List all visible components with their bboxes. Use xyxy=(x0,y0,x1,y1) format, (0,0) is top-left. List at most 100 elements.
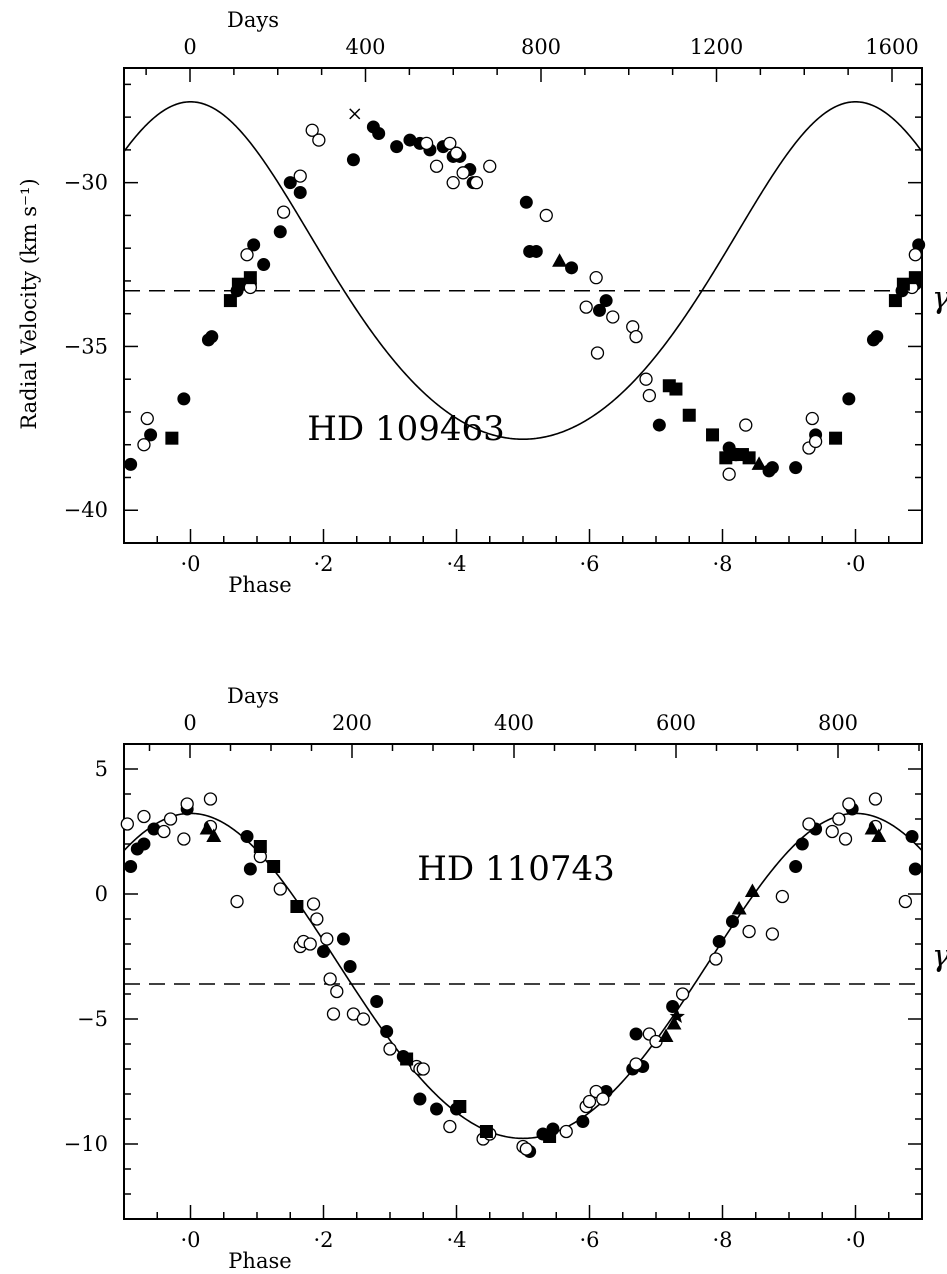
data-point-filled-circle xyxy=(317,945,330,958)
data-point-star xyxy=(669,1008,685,1023)
data-point-open-circle xyxy=(446,176,460,190)
data-point-filled-circle xyxy=(380,1025,394,1038)
data-point-filled-triangle xyxy=(871,828,887,842)
data-point-open-circle xyxy=(306,897,321,911)
data-point-open-circle xyxy=(449,146,464,160)
data-point-filled-circle xyxy=(519,195,533,209)
days-axis-title: Days xyxy=(227,8,279,32)
data-point-filled-square xyxy=(896,277,910,291)
data-point-open-circle xyxy=(802,817,816,831)
data-point-filled-circle xyxy=(725,915,739,928)
data-point-cross xyxy=(349,108,361,120)
data-point-filled-square xyxy=(908,271,922,285)
data-point-filled-circle xyxy=(247,238,261,252)
rv-plot-hd110743: Days Phase HD 110743 γ ·0 ·2 ·4 ·6 ·8 ·0 0 200 4… xyxy=(64,684,947,1273)
phase-tick-label: ·6 xyxy=(579,552,599,576)
star-name-label: HD 109463 xyxy=(307,409,505,449)
series-filled-triangle xyxy=(199,821,887,1042)
data-point-filled-square xyxy=(165,431,179,445)
data-point-open-circle xyxy=(832,812,846,826)
data-point-open-circle xyxy=(606,310,620,324)
data-point-filled-circle xyxy=(346,153,360,167)
data-point-open-circle xyxy=(589,271,603,285)
phase-tick-label: ·8 xyxy=(712,1228,732,1252)
data-point-open-circle xyxy=(805,411,819,426)
data-point-open-circle xyxy=(419,136,434,150)
data-point-filled-circle xyxy=(343,960,357,973)
data-point-filled-square xyxy=(267,860,281,873)
data-point-open-circle xyxy=(163,812,178,826)
orbit-fit-curve xyxy=(123,101,923,441)
data-point-open-circle xyxy=(639,372,653,386)
data-point-open-circle xyxy=(642,388,656,403)
data-point-open-circle xyxy=(326,1007,341,1021)
data-point-open-circle xyxy=(709,952,723,966)
data-point-filled-triangle xyxy=(731,901,747,915)
series-cross xyxy=(349,108,361,120)
data-point-filled-square xyxy=(453,1100,467,1113)
data-point-filled-circle xyxy=(529,244,543,258)
data-point-filled-circle xyxy=(240,830,254,843)
data-point-open-circle xyxy=(483,159,497,173)
phase-tick-label: ·2 xyxy=(313,1228,333,1252)
series-filled-circle xyxy=(124,120,926,478)
data-point-open-circle xyxy=(240,248,254,262)
data-point-filled-square xyxy=(223,294,237,308)
data-point-filled-triangle xyxy=(666,1016,682,1030)
phase-tick-label: ·2 xyxy=(313,552,333,576)
data-point-filled-square xyxy=(669,382,683,396)
day-tick-label: 200 xyxy=(332,711,372,735)
data-point-filled-circle xyxy=(124,457,138,471)
phase-axis-title: Phase xyxy=(228,1249,291,1273)
data-point-filled-circle xyxy=(652,418,666,432)
data-point-open-circle xyxy=(775,889,789,904)
data-point-filled-circle xyxy=(293,185,307,199)
phase-tick-label: ·6 xyxy=(579,1228,599,1252)
data-point-open-circle xyxy=(137,809,151,824)
y-tick-label: −30 xyxy=(64,171,108,195)
gamma-label: γ xyxy=(932,281,947,316)
data-point-filled-triangle xyxy=(751,456,767,470)
day-tick-label: 600 xyxy=(656,711,696,735)
data-point-filled-circle xyxy=(430,1102,444,1116)
data-point-open-circle xyxy=(383,1042,397,1056)
gamma-label: γ xyxy=(932,939,947,974)
data-point-filled-square xyxy=(706,428,720,442)
series-star xyxy=(669,1008,685,1023)
data-point-open-circle xyxy=(559,1124,573,1139)
data-point-open-circle xyxy=(429,159,444,173)
phase-axis-title: Phase xyxy=(228,573,291,597)
data-point-filled-triangle xyxy=(864,821,880,835)
data-point-filled-circle xyxy=(413,1092,427,1106)
phase-tick-label: ·0 xyxy=(180,552,200,576)
data-point-open-circle xyxy=(180,797,194,811)
data-point-open-circle xyxy=(838,832,853,846)
data-point-open-circle xyxy=(629,329,643,344)
data-point-open-circle xyxy=(898,894,913,909)
series-open-circle xyxy=(137,123,922,481)
data-point-open-circle xyxy=(722,467,736,481)
data-point-filled-circle xyxy=(905,830,919,843)
data-point-open-circle xyxy=(469,176,484,190)
data-point-filled-circle xyxy=(205,330,219,344)
phase-tick-label: ·0 xyxy=(845,552,865,576)
series-filled-square xyxy=(165,271,922,465)
data-point-filled-circle xyxy=(177,392,191,406)
data-point-open-circle xyxy=(137,438,151,452)
data-point-open-circle xyxy=(579,300,593,314)
series-open-circle xyxy=(120,792,913,1156)
series-filled-square xyxy=(253,840,557,1143)
data-point-open-circle xyxy=(356,1012,371,1026)
data-point-open-circle xyxy=(140,411,154,426)
data-point-filled-circle xyxy=(370,995,384,1008)
data-point-open-circle xyxy=(177,832,191,846)
data-point-filled-square xyxy=(682,408,696,422)
data-point-filled-circle xyxy=(124,860,138,873)
data-point-open-circle xyxy=(312,133,326,147)
y-tick-label: −35 xyxy=(64,334,108,358)
rv-plot-hd109463: Days Phase Radial Velocity (km s⁻¹) HD 1… xyxy=(17,8,947,597)
data-point-filled-circle xyxy=(599,294,613,308)
data-point-filled-triangle xyxy=(658,1028,674,1042)
data-point-filled-circle xyxy=(870,330,884,344)
plot-frame xyxy=(123,67,923,544)
